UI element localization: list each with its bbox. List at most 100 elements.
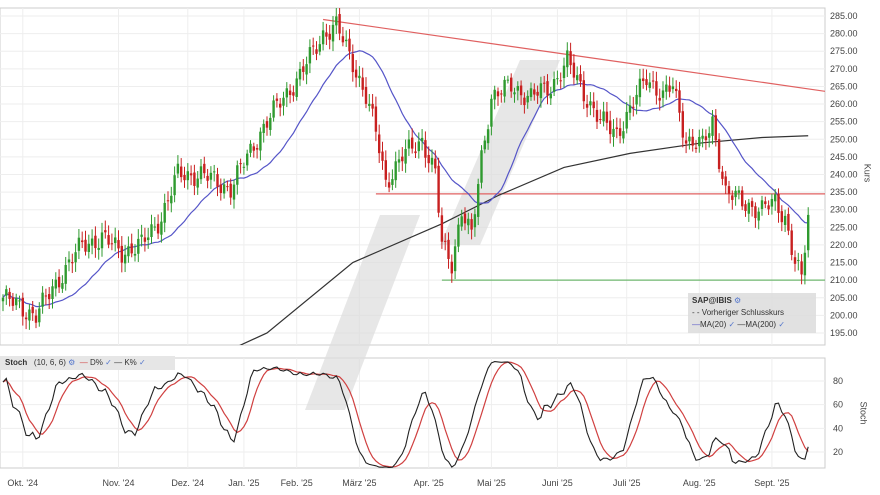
candle [193,172,196,186]
stoch-axis-title: Stoch [858,401,869,425]
candle [18,300,21,302]
candle [74,252,77,263]
candle [38,308,41,323]
candle [688,136,691,142]
candle [81,240,84,243]
candle [407,139,411,149]
candle [675,88,678,92]
candle [717,139,721,169]
candle [701,135,704,139]
legend-ma200: MA(200) [745,320,777,329]
candle [734,190,737,198]
candle [255,148,259,150]
candle [275,98,279,101]
candle [156,223,160,234]
candle [5,289,8,296]
candle [140,234,143,237]
candle [387,182,391,188]
candle [67,259,71,263]
candle [48,294,51,300]
y-tick-label: 280.00 [830,29,858,39]
candle [440,215,444,242]
settings-icon[interactable]: ⚙ [734,296,742,305]
candle [803,252,807,276]
candle [698,136,701,147]
y-tick-label: 225.00 [830,222,858,232]
candle [150,224,153,238]
candle [338,14,341,34]
candle [348,38,351,52]
candle [635,94,638,105]
candle [107,235,110,245]
candle [559,80,562,82]
candle [374,106,378,132]
candle [226,186,229,188]
candle [397,159,401,163]
check-icon[interactable]: ✓ [105,358,112,367]
settings-icon[interactable]: ⚙ [68,358,76,367]
candle [328,33,331,40]
candle [744,204,747,211]
candle [354,69,358,78]
candle [394,161,397,181]
candle [345,39,348,42]
candle [496,91,500,97]
candle [160,221,163,235]
candle [1,297,5,302]
candle [539,83,543,99]
candle [760,200,764,209]
candle [622,131,625,139]
candle [444,240,447,242]
candle [219,184,222,194]
candle [31,306,34,314]
candle [120,245,123,263]
candle [123,254,127,264]
candle [97,247,100,250]
candle [648,82,651,88]
candle [371,103,374,109]
candle [599,118,602,120]
candle [361,77,364,90]
candle [807,214,810,251]
y-tick-label: 265.00 [830,81,858,91]
candle [477,184,480,217]
candle [133,253,137,256]
candle [651,80,655,82]
candle [246,153,249,166]
candle [516,86,519,91]
candle [731,195,734,200]
d-line-swatch: — [79,358,88,367]
candle [90,238,94,246]
candle [295,78,298,97]
candle [358,75,361,79]
k-label: K% [124,358,137,367]
k-line-swatch: — [114,358,123,367]
price-panel [0,7,826,346]
candle [391,179,394,185]
candle [242,166,246,168]
candle [196,178,199,188]
watermark-logo [440,60,560,245]
candle [783,215,787,225]
candle [704,136,708,141]
candle [384,160,387,180]
candle [605,111,609,123]
check-icon[interactable]: ✓ [139,358,146,367]
x-tick-label: Okt. '24 [7,478,38,488]
candle [401,156,404,162]
candle [510,77,513,92]
candle [724,176,727,186]
check-icon[interactable]: ✓ [778,320,786,329]
x-tick-label: März '25 [342,478,376,488]
check-icon[interactable]: ✓ [728,320,736,329]
candle [595,109,599,122]
legend-ma20: MA(20) [700,320,727,329]
legend-title: SAP@IBIS [692,296,732,305]
candle [767,205,770,210]
y-tick-label: 255.00 [830,117,858,127]
candle [793,257,797,264]
candle [572,62,576,78]
candle [691,136,694,146]
candle [84,239,87,252]
